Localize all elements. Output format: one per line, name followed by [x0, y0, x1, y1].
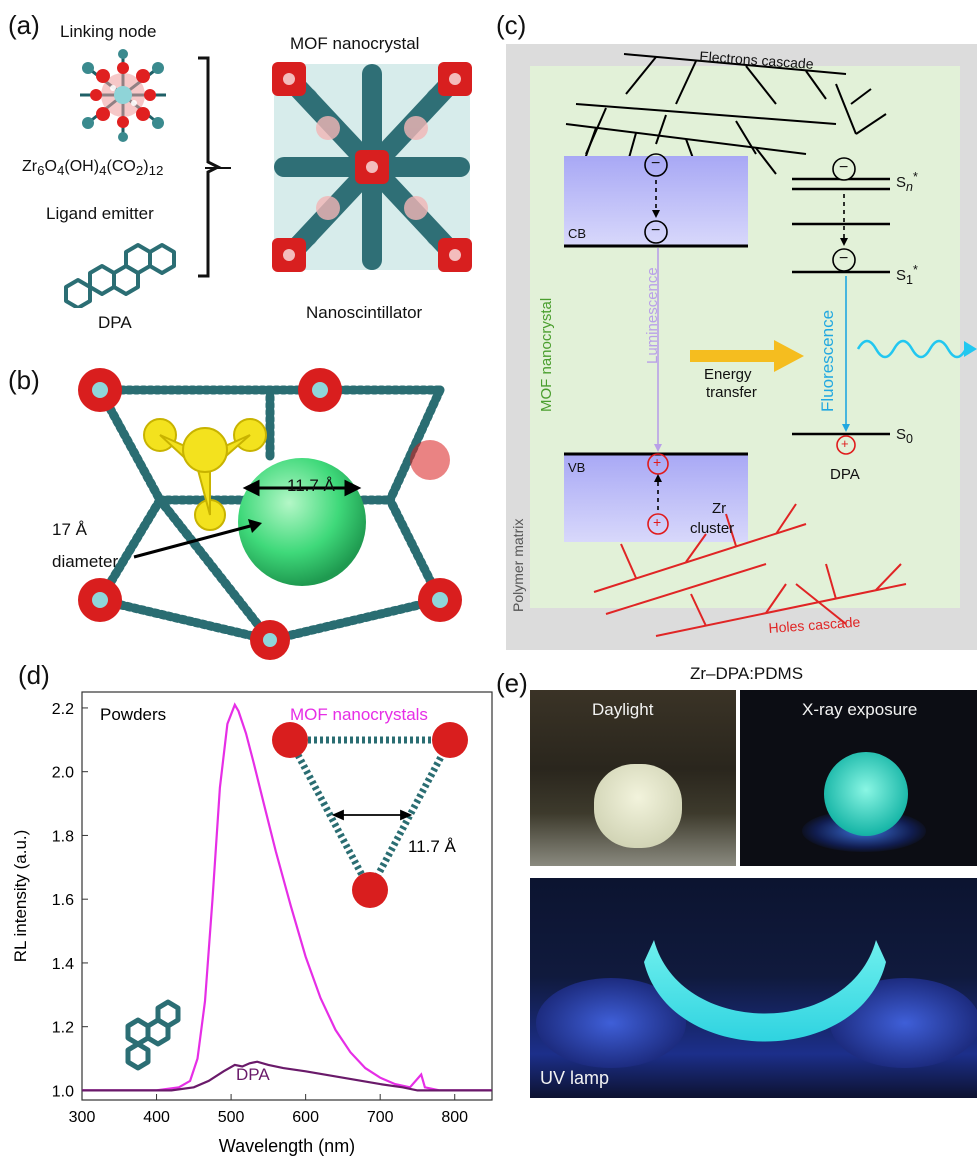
inset-framework: 11.7 Å — [272, 722, 468, 908]
zr-dpa-pdms-title: Zr–DPA:PDMS — [690, 664, 804, 683]
vb-hole-top: + — [653, 454, 662, 470]
daylight-sample-disc — [594, 764, 682, 848]
sn-sub: n — [906, 180, 913, 194]
cb-electron-bottom: − — [651, 222, 661, 239]
sn-label: Sn* — [896, 170, 918, 194]
x-tick-label: 800 — [441, 1109, 468, 1126]
x-tick-label: 500 — [218, 1109, 245, 1126]
y-axis-title: RL intensity (a.u.) — [11, 830, 30, 963]
uv-lamp-photo: UV lamp — [530, 878, 977, 1098]
x-tick-label: 300 — [69, 1109, 96, 1126]
vb-label: VB — [568, 460, 586, 475]
x-axis-title: Wavelength (nm) — [219, 1136, 355, 1156]
panel-a-label: (a) — [8, 10, 40, 40]
inset-pore-label: 11.7 Å — [408, 837, 457, 856]
energy-diagram — [506, 44, 977, 650]
diameter-line1: 17 Å — [52, 520, 87, 539]
mof-legend-label: MOF nanocrystals — [290, 705, 428, 724]
dpa-molecule — [64, 243, 176, 308]
linking-node-molecule — [80, 49, 166, 142]
mof-nanocrystals-series — [82, 702, 492, 1092]
uv-bent-film — [644, 940, 886, 1042]
panel-d-label: (d) — [18, 660, 50, 690]
nanoscintillator-label: Nanoscintillator — [306, 303, 423, 322]
y-tick-label: 1.0 — [52, 1083, 74, 1100]
y-tick-label: 1.4 — [52, 956, 74, 973]
x-tick-label: 600 — [292, 1109, 319, 1126]
rl-spectrum-chart: 300 400 500 600 700 8001.01.21.41.61.82.02.2 … — [11, 691, 493, 1156]
s0-hole: + — [841, 436, 849, 451]
dpa-series — [82, 1060, 492, 1092]
transfer-label: transfer — [706, 384, 757, 401]
fluorescence-label: Fluorescence — [818, 309, 837, 412]
diameter-arrow — [133, 519, 262, 559]
dpa-label: DPA — [98, 313, 132, 332]
ligand-emitter-label: Ligand emitter — [46, 204, 154, 223]
uv-lamp-label: UV lamp — [540, 1068, 610, 1088]
sn-star: * — [912, 170, 918, 184]
x-tick-label: 400 — [143, 1109, 170, 1126]
s0-symbol: S — [896, 426, 907, 443]
mof-nanocrystal-vertical: MOF nanocrystal — [538, 297, 555, 412]
y-tick-label: 1.8 — [52, 828, 74, 845]
s-electron-top: − — [839, 159, 849, 176]
cb-label: CB — [568, 226, 587, 241]
luminescence-label: Luminescence — [644, 267, 661, 364]
zr-label: Zr — [712, 500, 727, 517]
plot-frame — [81, 691, 493, 1101]
xray-label: X-ray exposure — [802, 700, 918, 719]
energy-label: Energy — [704, 366, 752, 383]
dpa-legend-label: DPA — [236, 1065, 270, 1084]
y-tick-label: 1.6 — [52, 892, 74, 909]
diameter-line2: diameter — [52, 552, 119, 571]
daylight-photo: Daylight — [530, 690, 736, 866]
pore-size-label: 11.7 Å — [287, 476, 335, 495]
vb-hole-bottom: + — [653, 514, 662, 530]
cluster-label: cluster — [690, 520, 735, 537]
s0-sub: 0 — [906, 432, 913, 446]
xray-sample-disc — [824, 752, 908, 836]
cb-electron-top: − — [651, 155, 661, 172]
linking-node-label: Linking node — [60, 22, 157, 41]
daylight-label: Daylight — [592, 700, 654, 719]
mof-nanocrystal-image — [272, 62, 472, 272]
powders-label: Powders — [100, 705, 166, 724]
mof-nanocrystal-title: MOF nanocrystal — [290, 34, 420, 53]
s1-sub: 1 — [906, 273, 913, 287]
dpa-level-label: DPA — [830, 466, 860, 483]
s0-label: S0 — [896, 426, 913, 446]
panel-c-label: (c) — [496, 10, 527, 40]
y-tick-label: 1.2 — [52, 1020, 74, 1037]
y-tick-label: 2.0 — [52, 765, 74, 782]
curly-brace — [198, 56, 222, 278]
inset-dpa-molecule — [125, 999, 181, 1071]
s1-symbol: S — [896, 267, 907, 284]
node-formula: Zr6O4(OH)4(CO2)12 — [22, 158, 164, 179]
sn-symbol: S — [896, 174, 907, 191]
panel-e-label: (e) — [496, 668, 528, 698]
s-electron-bottom: − — [839, 250, 849, 267]
s1-label: S1* — [896, 263, 918, 287]
xray-photo: X-ray exposure — [740, 690, 977, 866]
x-tick-label: 700 — [367, 1109, 394, 1126]
y-tick-label: 2.2 — [52, 701, 74, 718]
s1-star: * — [912, 263, 918, 277]
polymer-matrix-vertical: Polymer matrix — [510, 518, 526, 612]
panel-b-label: (b) — [8, 365, 40, 395]
mof-pore-structure — [78, 368, 462, 660]
